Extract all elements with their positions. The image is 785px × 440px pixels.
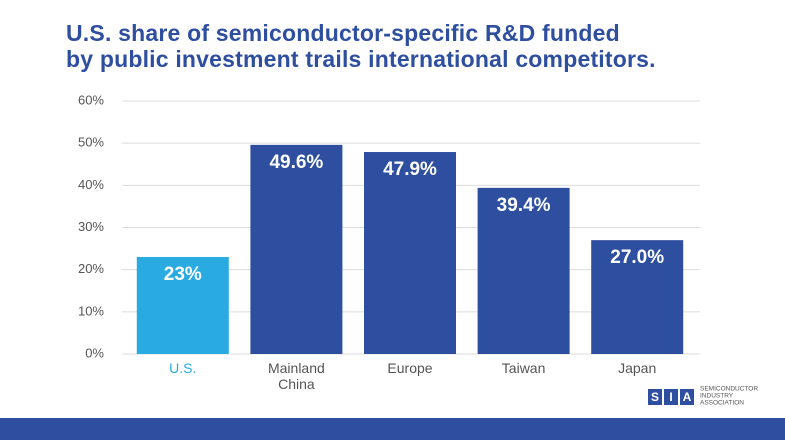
logo-box xyxy=(664,389,678,405)
x-tick-label: Europe xyxy=(387,360,433,376)
chart-title: by public investment trails internationa… xyxy=(66,46,656,72)
footer-band xyxy=(0,418,785,440)
logo-box xyxy=(648,389,662,405)
y-tick-label: 10% xyxy=(78,303,104,318)
bar xyxy=(136,257,229,354)
y-tick-label: 0% xyxy=(85,345,104,360)
bar xyxy=(250,144,343,354)
x-tick-label: U.S. xyxy=(169,360,197,376)
logo-box xyxy=(680,389,694,405)
y-tick-label: 30% xyxy=(78,219,104,234)
logo-text: SEMICONDUCTOR xyxy=(700,386,758,393)
bar xyxy=(477,187,570,354)
logo-letter: I xyxy=(669,390,672,404)
y-tick-label: 50% xyxy=(78,135,104,150)
logo-text: ASSOCIATION xyxy=(700,400,744,407)
value-label: 27.0% xyxy=(610,247,664,268)
chart-title: U.S. share of semiconductor-specific R&D… xyxy=(66,20,620,46)
x-tick-label: Mainland China xyxy=(267,360,325,392)
y-tick-label: 20% xyxy=(78,261,104,276)
value-label: 39.4% xyxy=(497,195,551,216)
value-label: 23% xyxy=(164,264,202,285)
x-tick-label: Japan xyxy=(618,360,657,376)
value-label: 49.6% xyxy=(269,152,323,173)
logo-text: INDUSTRY xyxy=(700,393,734,400)
bar xyxy=(364,152,456,354)
y-tick-label: 40% xyxy=(78,177,104,192)
logo-letter: S xyxy=(651,390,659,404)
x-tick-label: Taiwan xyxy=(501,360,546,376)
y-tick-label: 60% xyxy=(78,92,104,107)
bar xyxy=(591,240,684,354)
value-label: 47.9% xyxy=(383,159,437,180)
logo-letter: A xyxy=(683,390,692,404)
